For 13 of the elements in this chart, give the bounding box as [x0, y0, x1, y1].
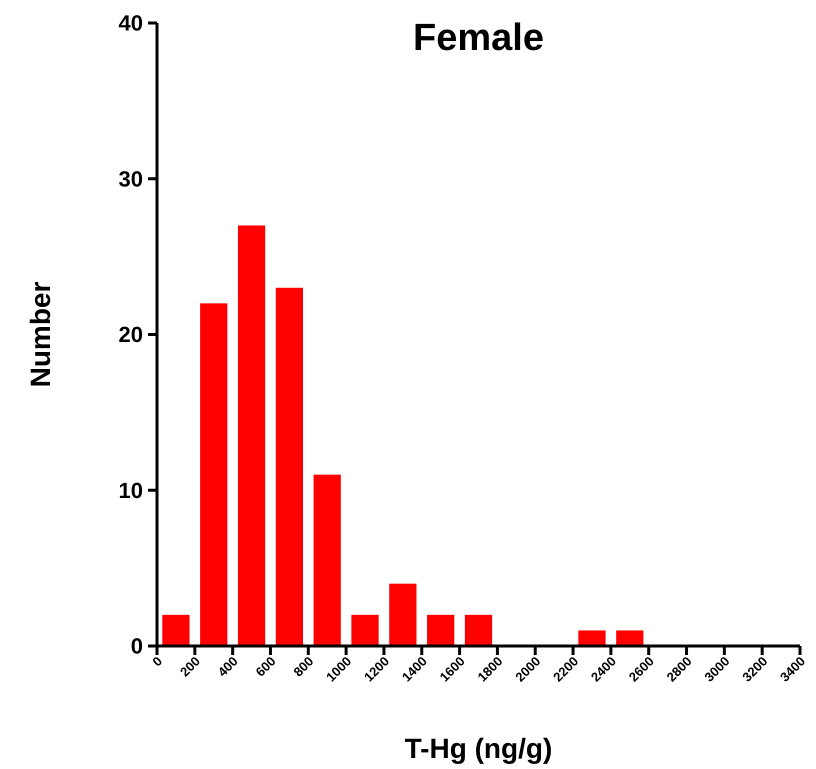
x-tick-label: 0: [149, 654, 166, 670]
y-tick-label: 40: [118, 10, 143, 36]
y-tick-label: 20: [118, 322, 143, 348]
x-tick-label: 200: [176, 654, 203, 680]
x-tick-label: 600: [252, 654, 279, 680]
chart-title: Female: [413, 17, 544, 59]
y-tick-label: 30: [118, 166, 143, 192]
x-tick-label: 400: [214, 654, 241, 680]
y-tick-label: 10: [118, 478, 143, 503]
x-tick-label: 800: [290, 654, 316, 680]
y-axis-title: Number: [25, 282, 56, 388]
x-axis-title: T-Hg (ng/g): [404, 733, 552, 764]
y-tick-label: 0: [130, 634, 143, 659]
